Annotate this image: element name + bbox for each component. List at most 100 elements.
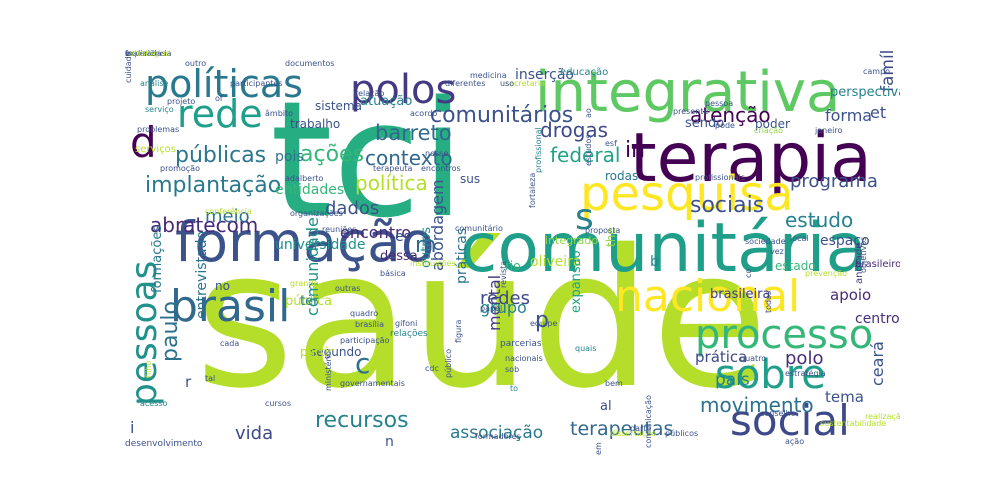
- cloud-word: realizadas: [125, 50, 166, 58]
- cloud-word: terapeutas: [570, 418, 674, 440]
- cloud-word: implantação: [145, 173, 282, 198]
- cloud-word: sendo: [685, 116, 725, 131]
- cloud-word: sob: [505, 365, 520, 374]
- cloud-word: profissional: [534, 127, 543, 173]
- cloud-word: recursos: [315, 408, 409, 433]
- cloud-word: problemas: [137, 125, 180, 134]
- cloud-word: pesquisa: [580, 166, 794, 222]
- cloud-word: brasileira: [710, 287, 771, 302]
- cloud-word: comunitária: [460, 209, 868, 288]
- cloud-word: sobre: [715, 352, 826, 398]
- cloud-word: desenvolvimento: [125, 439, 203, 449]
- cloud-word: rodas: [605, 169, 639, 183]
- cloud-word: integrativa: [535, 60, 841, 125]
- cloud-word: terapeuta: [373, 164, 413, 173]
- cloud-word: governamentais: [340, 379, 405, 388]
- cloud-word: nacionais: [505, 354, 543, 363]
- cloud-word: pessoa: [705, 99, 734, 108]
- cloud-word: filho: [144, 360, 153, 378]
- cloud-word: sociais: [690, 193, 765, 218]
- cloud-word: v: [125, 50, 130, 58]
- cloud-word: dissertação: [610, 429, 657, 438]
- cloud-word: b: [650, 254, 659, 270]
- cloud-word: políticas: [145, 62, 303, 106]
- cloud-word: i: [130, 418, 135, 437]
- cloud-word: estudos: [584, 134, 593, 166]
- cloud-word: cada: [220, 339, 240, 348]
- word-cloud: saúde tci comunitária terapia integrativa for…: [125, 50, 900, 455]
- cloud-word: atenção: [690, 103, 771, 127]
- cloud-word: of: [215, 94, 223, 103]
- cloud-word: conferência: [205, 207, 252, 216]
- cloud-word: tal: [205, 374, 216, 383]
- cloud-word: ao: [584, 108, 593, 118]
- cloud-word: no: [215, 279, 230, 293]
- cloud-word: outras: [335, 284, 361, 293]
- cloud-word: participação: [340, 336, 390, 345]
- cloud-word: dessa: [380, 249, 418, 264]
- cloud-word: formadores: [475, 432, 521, 441]
- cloud-word: comunicação: [644, 395, 653, 448]
- cloud-word: comunitário: [455, 224, 503, 233]
- cloud-word: quatro: [740, 354, 767, 363]
- cloud-word: experiência: [125, 50, 172, 58]
- cloud-word: n: [385, 434, 394, 450]
- cloud-word: tci: [270, 66, 466, 253]
- cloud-word: revista: [499, 260, 508, 288]
- cloud-word: política: [355, 171, 428, 195]
- cloud-word: práticas: [454, 227, 470, 284]
- cloud-word: meio: [205, 206, 250, 227]
- cloud-word: contexto: [365, 146, 453, 170]
- cloud-word: p: [535, 308, 549, 333]
- cloud-word: país: [715, 370, 750, 390]
- cloud-word: ministério: [324, 351, 333, 391]
- cloud-word: universidade: [275, 237, 366, 253]
- cloud-word: grande: [290, 279, 319, 288]
- cloud-word: movimento: [700, 393, 814, 417]
- cloud-word: to: [510, 384, 519, 393]
- cloud-word: ação: [785, 437, 805, 446]
- cloud-word: públicos: [665, 429, 699, 438]
- cloud-word: brasília: [355, 320, 385, 329]
- cloud-word: brasil: [170, 281, 291, 332]
- cloud-word: diferentes: [445, 79, 486, 88]
- cloud-word: pública: [285, 294, 333, 309]
- cloud-word: oliveira: [530, 254, 582, 270]
- cloud-word: vida: [235, 423, 274, 444]
- cloud-word: prevenção: [805, 269, 848, 278]
- cloud-word: ceará: [868, 341, 887, 386]
- cloud-word: s: [575, 197, 594, 238]
- cloud-word: et: [870, 103, 887, 122]
- cloud-word: todos: [764, 290, 773, 313]
- cloud-word: acordo: [410, 109, 438, 118]
- cloud-word: proposta: [585, 226, 621, 235]
- cloud-word: quadro: [350, 309, 379, 318]
- cloud-word: es: [395, 229, 411, 245]
- cloud-word: relação: [355, 89, 385, 98]
- cloud-word: documentos: [285, 59, 335, 68]
- cloud-word: saúde: [195, 209, 769, 430]
- cloud-word: d: [130, 118, 157, 167]
- cloud-word: expansão: [569, 250, 584, 313]
- cloud-word: partir: [300, 345, 333, 359]
- cloud-word: programa: [790, 171, 878, 192]
- cloud-word: pois: [275, 149, 304, 165]
- cloud-word: terapia: [630, 119, 872, 198]
- cloud-word: estudo: [785, 208, 854, 232]
- cloud-word: público: [444, 349, 453, 378]
- cloud-word: in: [625, 138, 646, 163]
- cloud-word: processo: [695, 312, 874, 358]
- cloud-word: redes: [480, 288, 530, 309]
- cloud-word: instituições: [410, 259, 456, 268]
- cloud-word: tema: [825, 388, 864, 406]
- cloud-word: federal: [550, 143, 621, 167]
- cloud-word: sus: [460, 172, 481, 186]
- cloud-word: segundo: [310, 345, 362, 359]
- cloud-word: rio: [505, 259, 521, 273]
- cloud-word: básica: [380, 269, 406, 278]
- cloud-word: ter: [300, 294, 319, 309]
- cloud-word: papel: [480, 304, 503, 313]
- cloud-word: local: [790, 234, 809, 243]
- cloud-word: paulo: [158, 301, 183, 362]
